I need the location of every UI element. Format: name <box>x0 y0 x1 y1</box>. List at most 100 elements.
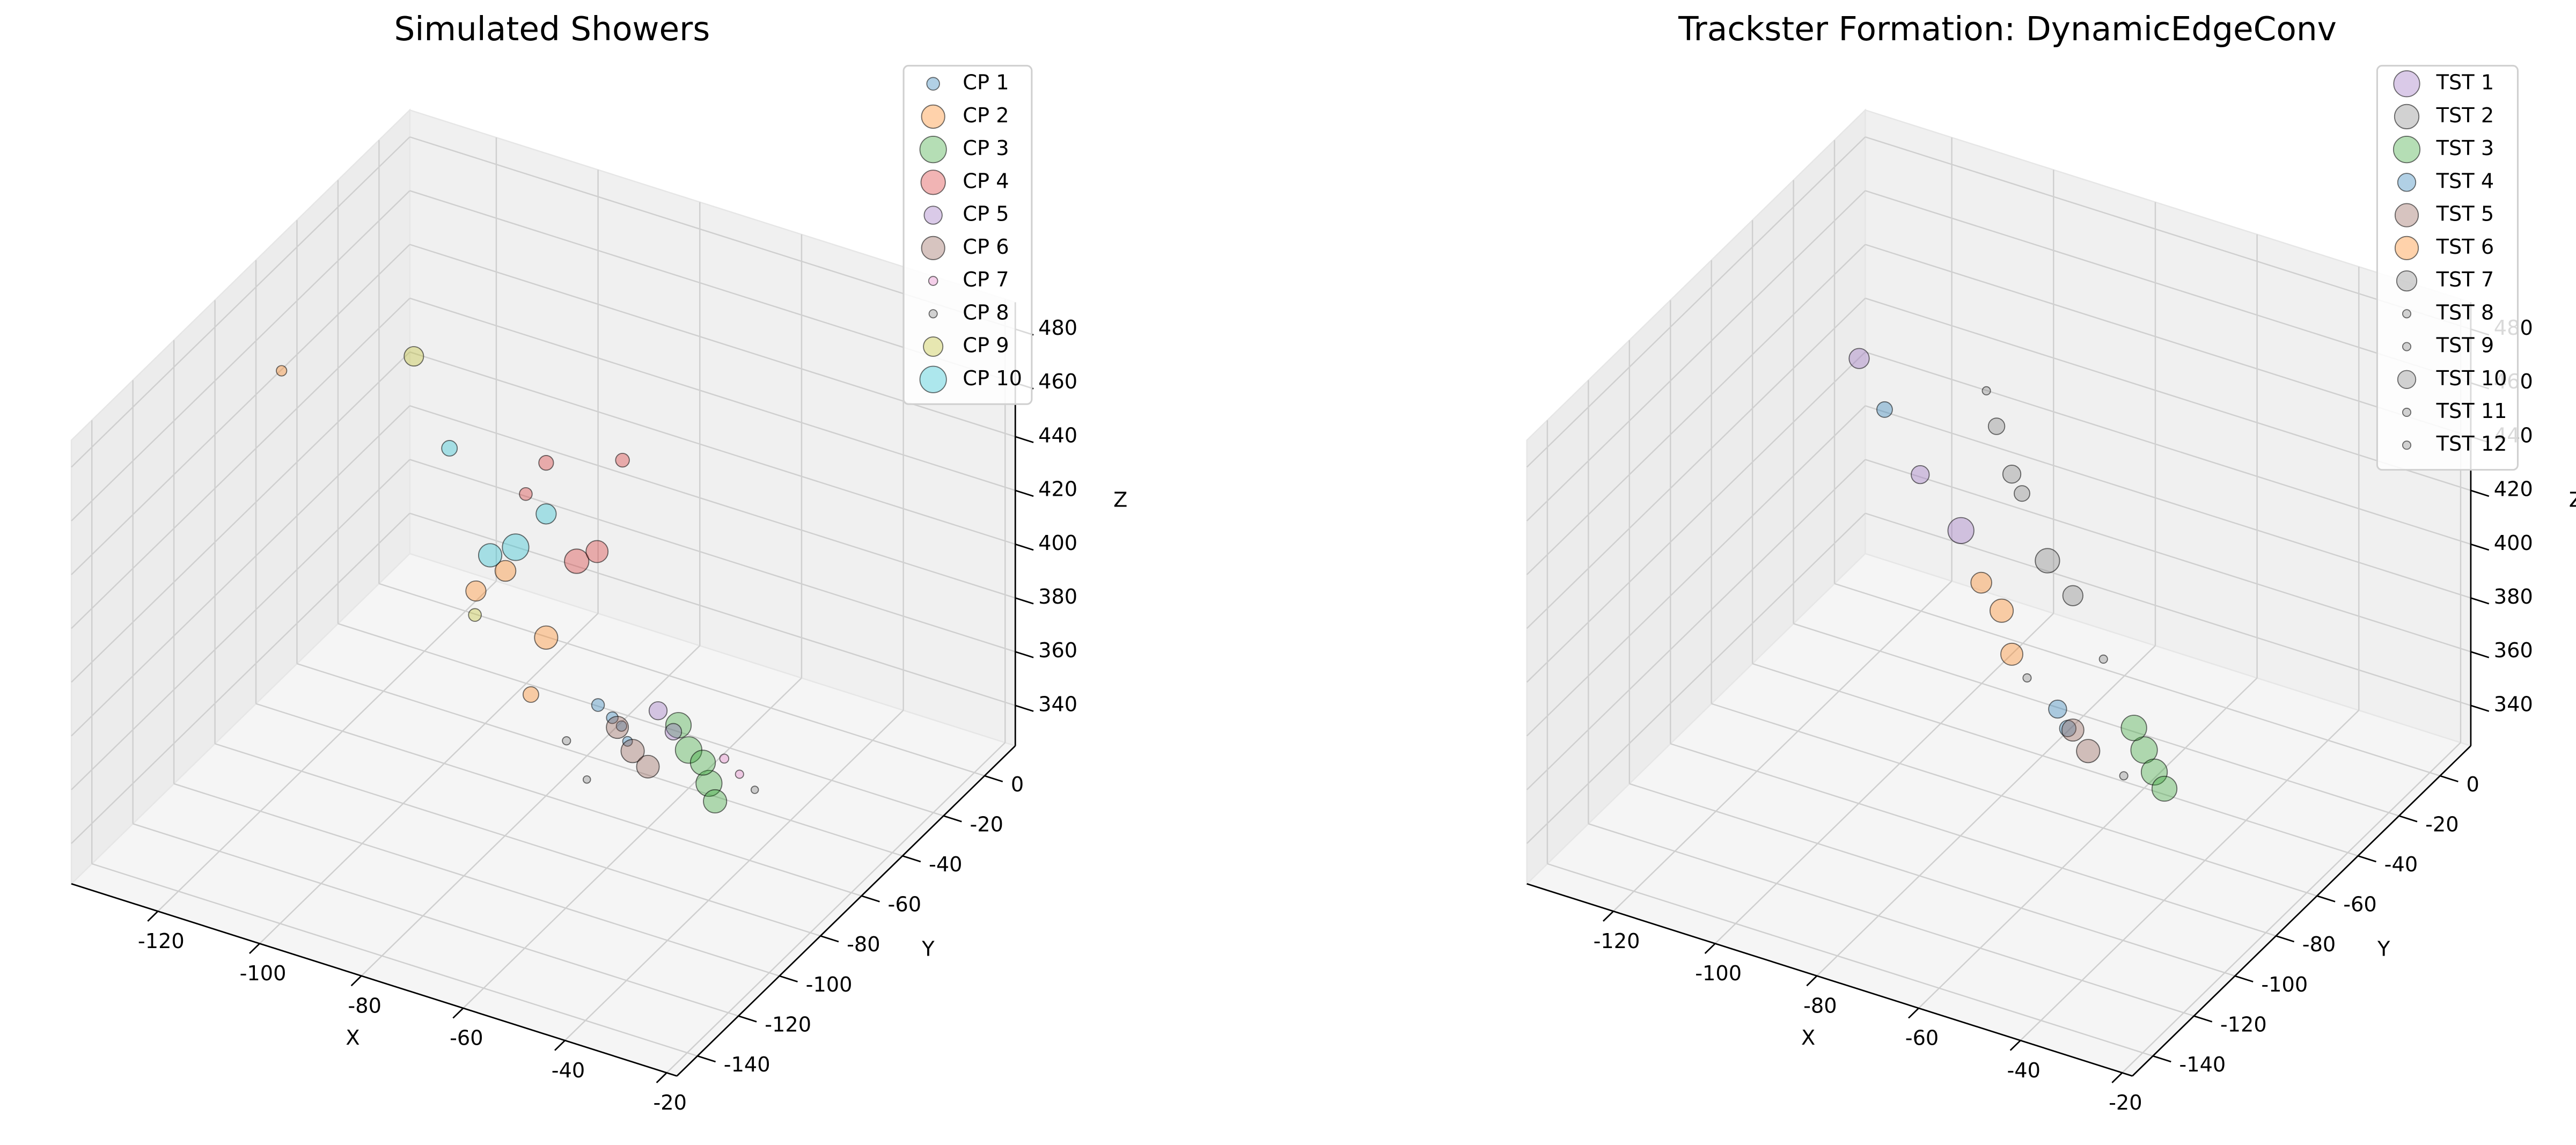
tick-mark <box>2193 1015 2213 1023</box>
grid-line <box>215 743 821 937</box>
grid-line <box>1526 405 1866 737</box>
tick-mark <box>2111 1072 2123 1083</box>
z-tick-label: 380 <box>2494 585 2533 609</box>
grid-line <box>1865 244 2471 438</box>
data-point <box>534 625 559 650</box>
tick-mark <box>1015 597 1034 605</box>
y-tick-label: -120 <box>2220 1012 2267 1037</box>
grid-line <box>259 613 599 944</box>
y-tick-label: -40 <box>929 853 962 877</box>
data-point <box>478 543 503 568</box>
legend-marker <box>2394 203 2419 227</box>
data-point <box>2151 775 2178 802</box>
legend-marker <box>919 136 947 164</box>
grid-line <box>133 823 739 1017</box>
legend-label: CP 4 <box>963 169 1009 193</box>
grid-line <box>71 136 410 468</box>
y-tick-label: 0 <box>1011 773 1024 797</box>
grid-line <box>1865 297 2471 491</box>
grid-line <box>1834 583 2440 777</box>
legend-label: TST 11 <box>2436 399 2507 423</box>
z-tick-label: 420 <box>2494 478 2533 502</box>
tick-mark <box>656 1072 667 1083</box>
grid-line <box>1629 783 2235 977</box>
data-point <box>703 789 728 814</box>
x-tick-label: -20 <box>653 1091 687 1115</box>
legend-label: CP 7 <box>963 268 1009 292</box>
z-axis-label: Z <box>2569 488 2576 512</box>
legend-label: TST 1 <box>2436 71 2494 95</box>
panel: -120 -100 -80 -60 -40 -20 0 -20 -40 -60 -80 -100 -12… <box>70 10 1127 1115</box>
y-tick-label: -20 <box>2425 812 2459 836</box>
y-tick-label: -60 <box>888 893 921 917</box>
data-point <box>689 750 716 776</box>
grid-line <box>2020 709 2360 1041</box>
grid-line <box>1793 623 2399 817</box>
legend-marker <box>921 104 945 129</box>
grid-line <box>1670 743 2277 937</box>
tick-mark <box>1603 911 1614 922</box>
z-tick-label: 420 <box>1038 478 1077 502</box>
data-point <box>562 736 571 746</box>
grid-line <box>173 783 780 977</box>
data-point <box>468 608 482 622</box>
data-point <box>648 701 668 721</box>
y-tick-label: -40 <box>2384 853 2418 877</box>
y-tick-label: 0 <box>2467 773 2479 797</box>
tick-mark <box>2470 597 2490 605</box>
grid-line <box>1526 512 1866 844</box>
grid-line <box>1752 663 2359 857</box>
y-tick-label: -80 <box>847 933 880 957</box>
grid-line <box>337 623 944 817</box>
data-point <box>276 365 288 377</box>
grid-line <box>71 351 410 683</box>
y-tick-label: -100 <box>806 973 853 997</box>
x-tick-label: -40 <box>552 1059 585 1083</box>
grid-line <box>1588 823 2195 1017</box>
x-tick-label: -100 <box>240 961 287 986</box>
data-point <box>664 723 682 740</box>
grid-line <box>1526 297 1866 629</box>
z-tick-label: 460 <box>1038 370 1077 394</box>
grid-line <box>1865 136 2471 330</box>
z-tick-label: 340 <box>2494 692 2533 716</box>
data-point <box>403 346 424 367</box>
legend-marker <box>928 309 938 319</box>
data-point <box>1911 465 1930 485</box>
legend-marker <box>2402 407 2412 417</box>
legend-label: TST 6 <box>2436 235 2494 259</box>
x-tick-label: -100 <box>1695 961 1742 986</box>
legend-label: CP 9 <box>963 334 1009 358</box>
grid-line <box>71 405 410 737</box>
legend-label: CP 3 <box>963 136 1009 160</box>
tick-mark <box>1015 489 1034 497</box>
data-point <box>2014 485 2030 502</box>
legend-marker <box>921 236 945 260</box>
tick-mark <box>249 943 260 955</box>
data-point <box>620 739 645 764</box>
chart-title: Simulated Showers <box>394 10 710 48</box>
grid-line <box>666 742 1006 1074</box>
data-point <box>615 720 627 732</box>
data-point <box>535 503 557 525</box>
tick-mark <box>1015 651 1034 658</box>
grid-line <box>1547 863 2153 1057</box>
z-tick-label: 360 <box>1038 638 1077 663</box>
legend-label: TST 7 <box>2436 268 2494 292</box>
tick-mark <box>738 1015 757 1023</box>
z-tick-label: 480 <box>1038 316 1077 340</box>
z-tick-label: 340 <box>1038 692 1077 716</box>
grid-line <box>157 581 497 912</box>
grid-line <box>91 863 698 1057</box>
data-point <box>2062 585 2083 606</box>
grid-line <box>71 297 410 629</box>
legend-label: TST 2 <box>2436 104 2494 128</box>
grid-line <box>1711 703 2317 897</box>
data-point <box>1876 401 1893 418</box>
grid-line <box>1865 459 2471 652</box>
data-point <box>606 716 629 739</box>
grid-line <box>1865 351 2471 545</box>
tick-mark <box>697 1055 716 1063</box>
grid-line <box>409 297 1016 491</box>
legend-label: TST 5 <box>2436 202 2494 226</box>
